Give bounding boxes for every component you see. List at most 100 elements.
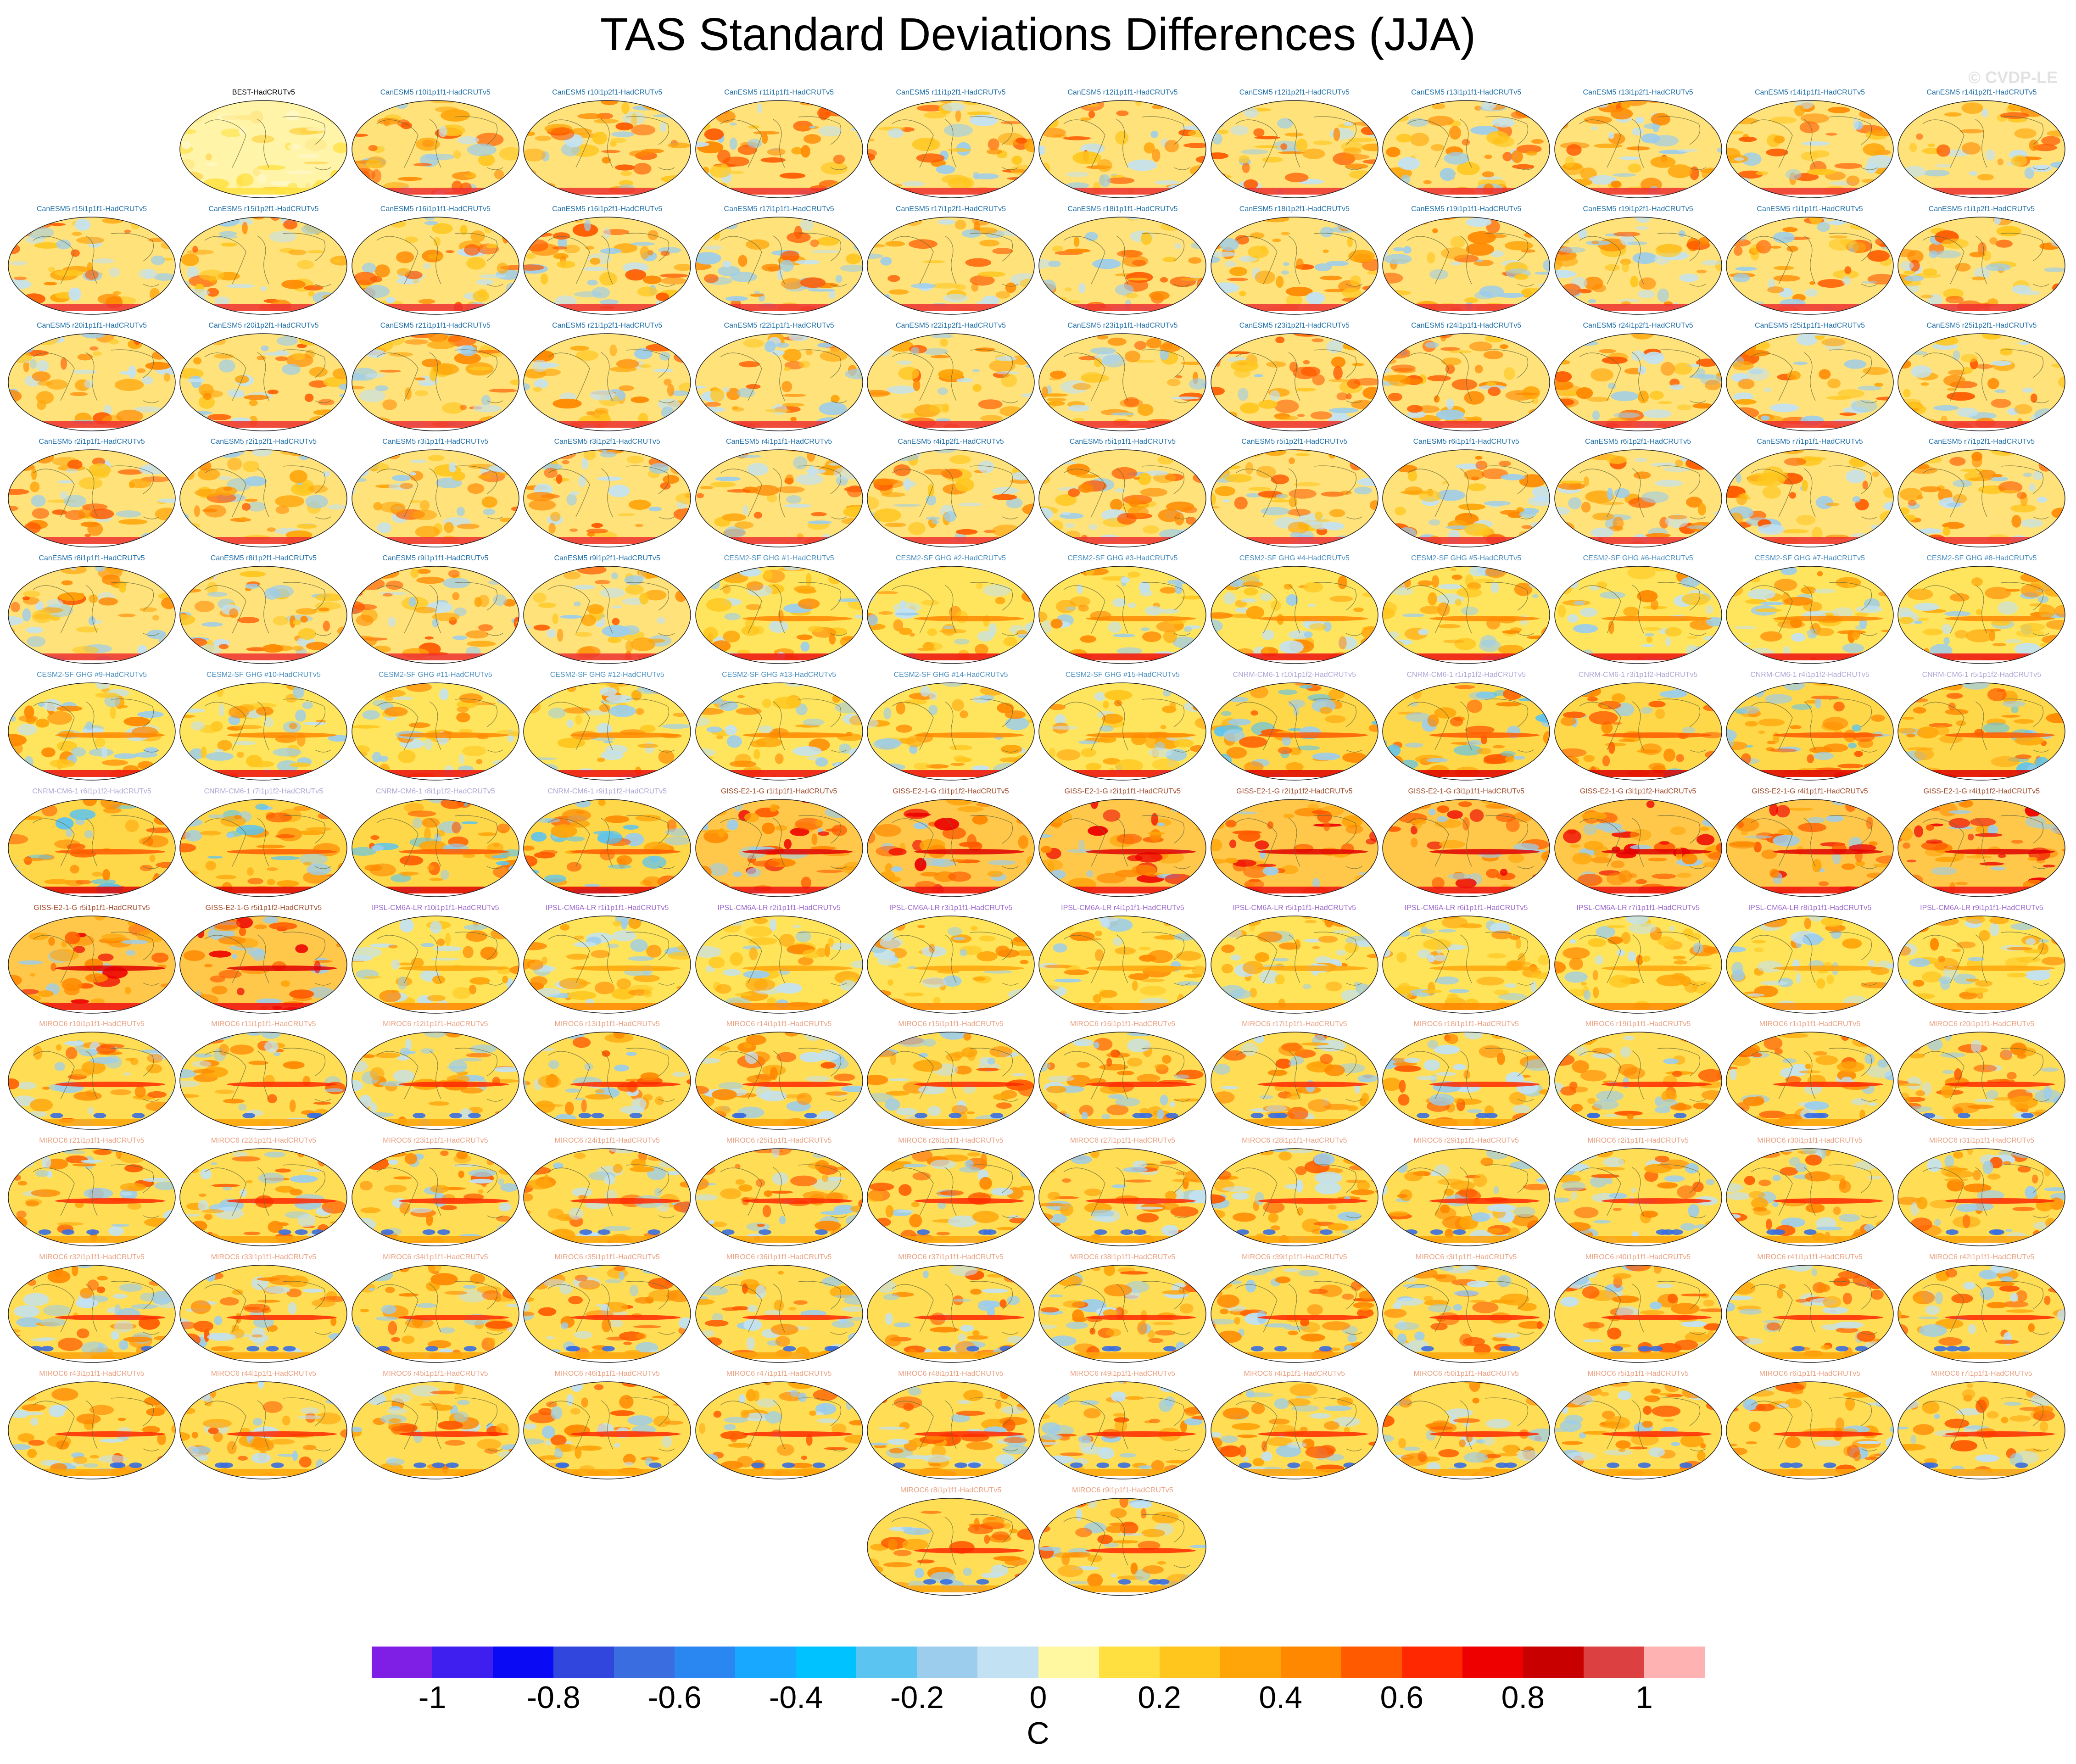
anomaly-patch xyxy=(1078,283,1086,294)
anomaly-patch xyxy=(1050,520,1063,532)
anomaly-patch xyxy=(611,131,635,137)
anomaly-patch xyxy=(1345,163,1368,169)
anomaly-patch xyxy=(631,396,649,403)
anomaly-patch xyxy=(1679,274,1699,282)
anomaly-patch xyxy=(337,109,346,118)
anomaly-patch xyxy=(255,804,268,810)
anomaly-patch xyxy=(709,578,720,590)
anomaly-patch xyxy=(1224,411,1238,419)
anomaly-patch xyxy=(1450,261,1462,266)
anomaly-patch xyxy=(770,350,785,356)
anomaly-patch xyxy=(1692,189,1709,198)
anomaly-patch xyxy=(1864,763,1881,770)
map-panel: CanESM5 r10i1p2f1-HadCRUTv5 xyxy=(521,89,693,201)
anomaly-patch xyxy=(647,638,665,643)
global-map xyxy=(695,217,863,315)
anomaly-patch xyxy=(166,802,175,816)
anomaly-patch xyxy=(1696,658,1722,664)
anomaly-patch xyxy=(1078,604,1089,612)
anomaly-patch xyxy=(1590,126,1598,130)
map-outline xyxy=(1897,566,2066,664)
anomaly-patch xyxy=(1773,135,1785,144)
anomaly-patch xyxy=(146,827,175,833)
anomaly-patch xyxy=(994,217,1012,223)
map-outline xyxy=(1554,449,1722,548)
anomaly-patch xyxy=(1998,601,2018,615)
equatorial-band xyxy=(1945,732,2055,738)
map-panel-label: CanESM5 r1i1p2f1-HadCRUTv5 xyxy=(1928,205,2035,213)
anomaly-patch xyxy=(1726,113,1741,126)
anomaly-patch xyxy=(356,614,374,626)
southern-ocean-band xyxy=(1211,188,1378,198)
anomaly-patch xyxy=(1353,378,1378,385)
anomaly-patch xyxy=(167,338,175,348)
anomaly-patch xyxy=(1512,164,1535,169)
anomaly-patch xyxy=(902,480,917,488)
anomaly-patch xyxy=(2036,655,2062,664)
anomaly-patch xyxy=(1593,143,1623,148)
anomaly-patch xyxy=(1853,117,1859,131)
anomaly-patch xyxy=(1484,154,1493,159)
anomaly-patch xyxy=(1870,538,1892,545)
anomaly-patch xyxy=(1640,707,1653,714)
anomaly-patch xyxy=(1002,229,1026,237)
anomaly-patch xyxy=(352,604,377,610)
anomaly-patch xyxy=(1224,261,1237,268)
anomaly-patch xyxy=(368,145,378,151)
anomaly-patch xyxy=(1194,716,1206,730)
anomaly-patch xyxy=(808,625,824,633)
anomaly-patch xyxy=(9,450,22,464)
anomaly-patch xyxy=(1350,275,1361,286)
anomaly-patch xyxy=(540,653,556,661)
anomaly-patch xyxy=(658,398,681,410)
global-map xyxy=(1726,217,1894,315)
antarctica-mask xyxy=(867,311,1034,314)
anomaly-patch xyxy=(1359,545,1378,547)
global-map xyxy=(352,217,519,315)
coastlines xyxy=(1579,465,1706,519)
global-map xyxy=(1554,449,1722,548)
anomaly-patch xyxy=(524,420,530,431)
global-map xyxy=(1211,217,1378,315)
anomaly-patch xyxy=(1189,378,1206,390)
anomaly-patch xyxy=(1513,755,1525,760)
antarctica-mask xyxy=(1383,195,1550,198)
anomaly-patch xyxy=(26,626,43,634)
anomaly-patch xyxy=(458,729,473,733)
anomaly-patch xyxy=(1068,404,1090,412)
anomaly-patch xyxy=(649,463,669,474)
anomaly-patch xyxy=(1962,367,1973,374)
equatorial-band xyxy=(1945,616,2055,622)
anomaly-patch xyxy=(1228,719,1251,726)
anomaly-patch xyxy=(805,469,826,474)
anomaly-patch xyxy=(1554,300,1580,309)
anomaly-patch xyxy=(1278,151,1305,154)
anomaly-patch xyxy=(100,799,122,809)
anomaly-patch xyxy=(433,237,441,247)
anomaly-patch xyxy=(1898,728,1917,734)
anomaly-patch xyxy=(972,368,980,372)
anomaly-patch xyxy=(1409,702,1418,707)
anomaly-patch xyxy=(78,508,92,519)
anomaly-patch xyxy=(1309,623,1327,631)
anomaly-patch xyxy=(1898,516,1905,521)
anomaly-patch xyxy=(335,776,341,780)
anomaly-patch xyxy=(114,753,137,759)
anomaly-patch xyxy=(1070,596,1091,607)
anomaly-patch xyxy=(1618,299,1641,302)
anomaly-patch xyxy=(454,352,481,364)
anomaly-patch xyxy=(164,404,175,415)
anomaly-patch xyxy=(1281,270,1289,275)
anomaly-patch xyxy=(166,298,175,312)
global-map xyxy=(8,682,176,781)
anomaly-patch xyxy=(869,450,891,463)
anomaly-patch xyxy=(1769,403,1799,412)
anomaly-patch xyxy=(1339,193,1360,198)
anomaly-patch xyxy=(1899,617,1914,624)
anomaly-patch xyxy=(463,100,488,105)
anomaly-patch xyxy=(1732,361,1754,370)
map-panel: CNRM-CM6-1 r7i1p1f2-HadCRUTv5 xyxy=(177,787,350,900)
anomaly-patch xyxy=(356,188,373,195)
anomaly-patch xyxy=(301,223,324,234)
anomaly-patch xyxy=(829,634,836,645)
